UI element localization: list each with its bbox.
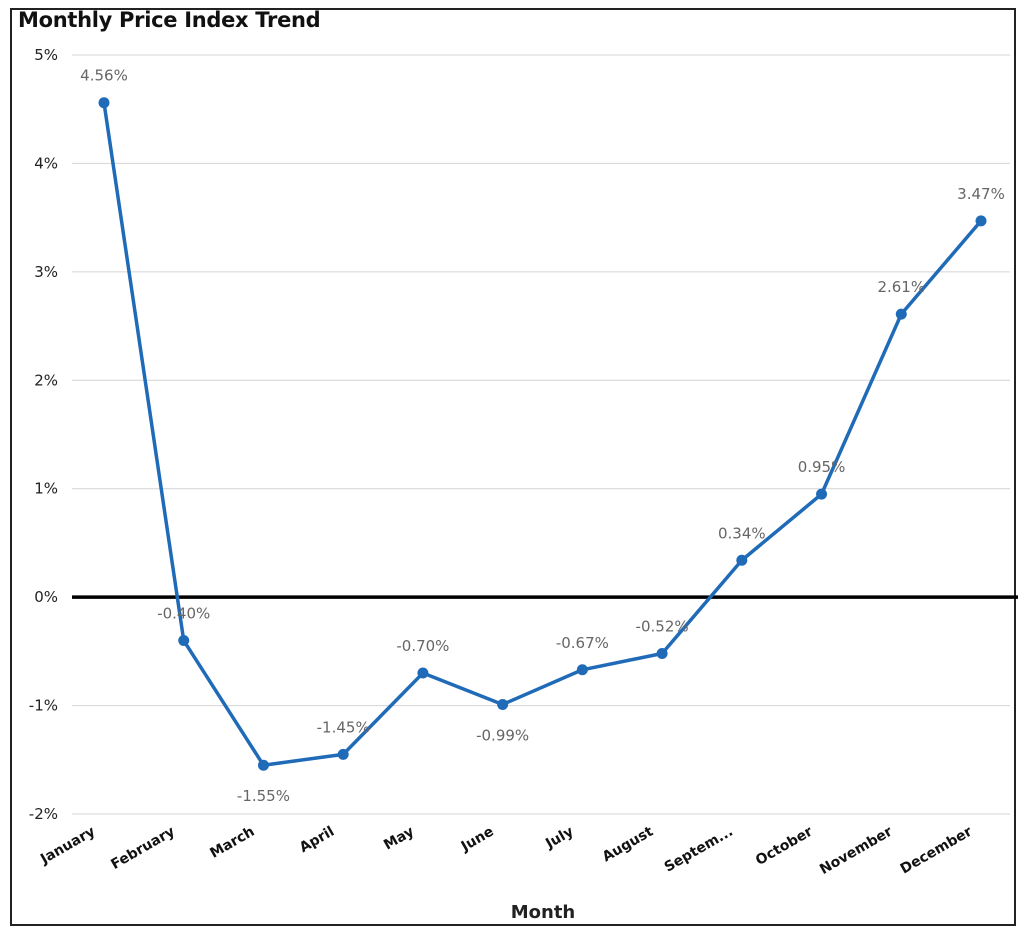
x-axis-title: Month (511, 902, 576, 923)
x-tick-label: March (207, 824, 257, 862)
data-label: -0.67% (556, 634, 609, 652)
data-point (257, 759, 269, 771)
x-tick-label: May (381, 824, 417, 854)
y-tick-label: -1% (29, 697, 58, 715)
data-point (656, 648, 668, 660)
x-tick-label: August (600, 823, 657, 865)
data-label: -1.45% (317, 718, 370, 736)
data-point (98, 97, 110, 109)
y-tick-label: 0% (34, 588, 58, 606)
x-tick-label: January (37, 824, 98, 868)
chart-frame (10, 8, 1016, 926)
data-label: -0.52% (636, 618, 689, 636)
x-tick-label: February (108, 824, 177, 873)
y-tick-label: 5% (34, 46, 58, 64)
data-label: 0.34% (718, 524, 766, 542)
data-label: -0.40% (157, 605, 210, 623)
data-label: 0.95% (798, 458, 846, 476)
data-label: 3.47% (957, 185, 1005, 203)
data-point (736, 554, 748, 566)
data-point (178, 635, 190, 647)
data-point (337, 748, 349, 760)
y-tick-label: 1% (34, 480, 58, 498)
data-label: 2.61% (877, 278, 925, 296)
x-tick-label: December (898, 824, 975, 878)
data-label: -0.99% (476, 726, 529, 744)
x-tick-label: July (542, 824, 576, 853)
data-point (975, 215, 987, 227)
x-tick-label: June (458, 824, 497, 856)
y-tick-label: 4% (34, 154, 58, 172)
x-tick-label: October (753, 824, 816, 869)
y-tick-label: 2% (34, 371, 58, 389)
data-point (497, 698, 509, 710)
data-label: -0.70% (396, 637, 449, 655)
x-tick-label: November (817, 824, 895, 878)
chart-title: Monthly Price Index Trend (18, 8, 321, 32)
data-point (895, 308, 907, 320)
x-tick-label: April (297, 824, 337, 857)
series-line (102, 102, 983, 767)
data-point (417, 667, 429, 679)
data-point (816, 488, 828, 500)
data-label: -1.55% (237, 787, 290, 805)
y-tick-label: -2% (29, 805, 58, 823)
x-tick-label: Septem... (662, 824, 736, 876)
data-point (576, 664, 588, 676)
data-label: 4.56% (80, 67, 128, 85)
y-tick-label: 3% (34, 263, 58, 281)
